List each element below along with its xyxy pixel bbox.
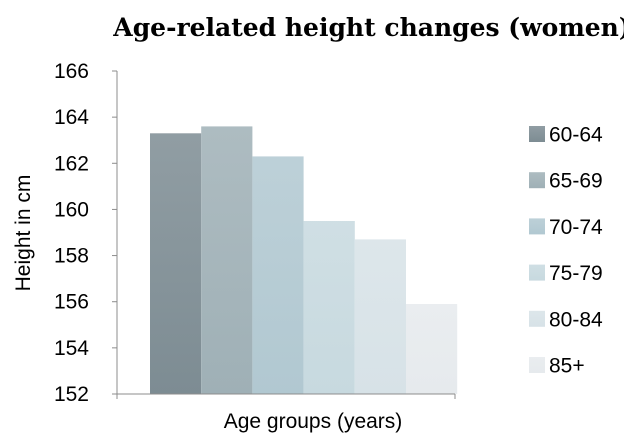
y-tick-label: 166 [54,60,89,83]
plot-area [150,126,458,395]
y-axis: 152 154 156 158 160 162 164 166 [54,60,118,406]
legend-swatch-65-69 [529,172,545,189]
y-tick-label: 156 [54,291,89,314]
x-axis-label: Age groups (years) [224,410,403,433]
legend-swatch-75-79 [529,264,545,281]
legend-label-85+: 85+ [549,355,585,378]
legend-label-60-64: 60-64 [549,124,603,147]
y-tick-label: 162 [54,152,89,175]
legend-label-80-84: 80-84 [549,308,603,331]
x-axis [116,393,456,399]
bar-60-64 [150,133,202,395]
bar-70-74 [252,156,304,394]
legend: 60-64 65-69 70-74 75-79 80-84 85+ [529,124,603,378]
bar-85+ [406,304,458,394]
legend-swatch-70-74 [529,218,545,235]
bar-65-69 [201,126,253,395]
y-axis-label: Height in cm [12,175,35,292]
y-tick-label: 154 [54,337,89,360]
chart-title: Age-related height changes (women) [112,13,624,42]
legend-label-65-69: 65-69 [549,170,603,193]
y-tick-label: 164 [54,106,89,129]
y-tick-label: 160 [54,198,89,221]
bar-75-79 [303,221,355,394]
legend-swatch-80-84 [529,310,545,327]
bar-80-84 [354,239,406,394]
legend-swatch-85+ [529,357,545,373]
legend-swatch-60-64 [529,126,545,142]
y-tick-label: 152 [54,383,89,406]
legend-label-75-79: 75-79 [549,262,603,285]
legend-label-70-74: 70-74 [549,216,603,239]
y-tick-label: 158 [54,245,89,268]
